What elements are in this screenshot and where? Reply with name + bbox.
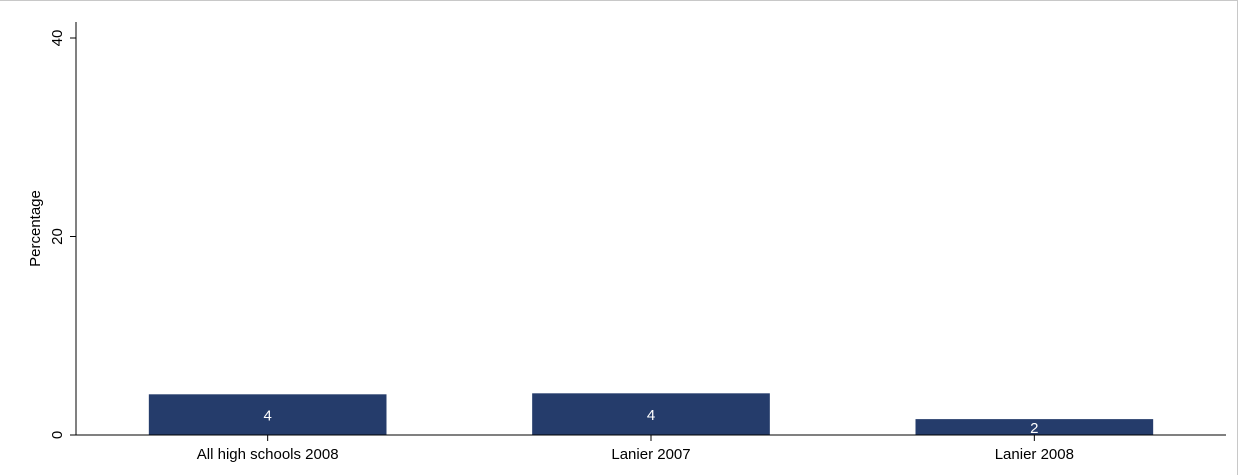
y-tick-label-20: 20 (49, 228, 66, 245)
bar-3 (915, 419, 1154, 435)
x-ticks-group: All high schools 2008 Lanier 2007 Lanier 2… (197, 435, 1074, 463)
bar-data-label-1: 4 (263, 408, 271, 425)
bars-group (148, 393, 1154, 435)
bar-1 (148, 394, 387, 435)
x-tick-label-3: Lanier 2008 (995, 446, 1074, 463)
y-ticks-group: 0 20 40 (49, 30, 76, 439)
x-tick-label-1: All high schools 2008 (197, 446, 339, 463)
y-tick-label-40: 40 (49, 30, 66, 47)
x-tick-label-2: Lanier 2007 (611, 446, 690, 463)
y-tick-label-0: 0 (49, 431, 66, 439)
bar-2 (532, 393, 770, 435)
bar-data-label-3: 2 (1030, 420, 1038, 437)
bar-data-label-2: 4 (647, 407, 655, 424)
y-axis-title: Percentage (27, 190, 44, 267)
bar-labels-group: 4 4 2 (263, 407, 1038, 437)
